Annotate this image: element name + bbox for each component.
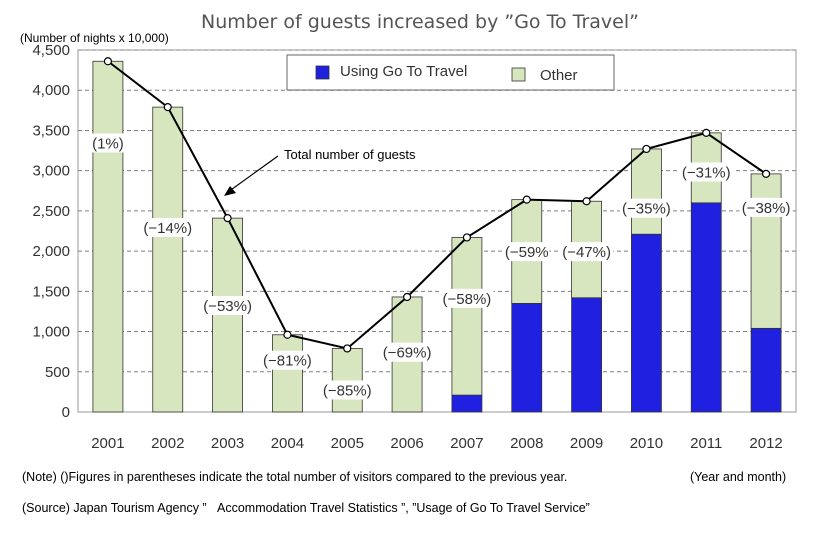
- bar-other: [212, 217, 243, 413]
- y-tick-label: 0: [62, 404, 70, 421]
- plot-area: 0 500 1,000 1,500 2,000 2,500 3,000 3,500 4,000 4…: [32, 42, 797, 452]
- y-tick-label: 500: [45, 364, 70, 381]
- x-tick-label: 2005: [331, 435, 364, 452]
- bar-other: [451, 237, 483, 396]
- y-tick-label: 4,500: [32, 42, 70, 59]
- total-line-point: [702, 128, 711, 137]
- total-line-point: [582, 197, 591, 206]
- x-tick-label: 2010: [630, 435, 663, 452]
- percent-label-bg: [440, 288, 494, 308]
- legend-label-other: Other: [540, 67, 578, 84]
- bar-go-to-travel: [750, 327, 782, 413]
- total-line: [103, 57, 771, 353]
- percent-label-bg: [504, 242, 550, 262]
- bar-go-to-travel: [571, 297, 602, 413]
- percent-label: (−47%): [562, 244, 611, 261]
- total-line-point: [343, 344, 352, 353]
- y-axis-label: (Number of nights x 10,000): [20, 31, 169, 45]
- total-line-label: Total number of guests: [284, 147, 416, 162]
- y-tick-label: 4,000: [32, 82, 70, 99]
- bars: [92, 60, 782, 413]
- y-tick-label: 3,500: [32, 122, 70, 139]
- x-tick-label: 2003: [211, 435, 244, 452]
- total-line-path: [107, 60, 767, 350]
- total-line-point: [402, 292, 412, 302]
- bar-other: [272, 334, 303, 413]
- y-tick-label: 2,500: [32, 203, 70, 220]
- total-annotation: Total number of guests: [224, 147, 416, 196]
- legend-swatch-other: [511, 67, 526, 82]
- percent-label-bg: [89, 133, 127, 153]
- total-line-point: [761, 169, 771, 178]
- percent-label-bg: [739, 197, 793, 217]
- total-line-point: [462, 233, 472, 242]
- y-tick-labels: 0 500 1,000 1,500 2,000 2,500 3,000 3,500 4,000 4…: [32, 42, 70, 421]
- x-tick-label: 2002: [151, 435, 184, 452]
- total-line-point: [223, 214, 232, 223]
- x-tick-label: 2001: [91, 435, 124, 452]
- percent-label: (1%): [92, 136, 124, 153]
- percent-label: (−14%): [143, 220, 192, 237]
- bar-other: [631, 148, 662, 235]
- percent-label-bg: [260, 350, 315, 370]
- total-line-point: [522, 195, 531, 204]
- percent-label-bg: [679, 162, 733, 182]
- bar-other: [92, 60, 124, 413]
- legend: Using Go To Travel Other: [286, 54, 615, 91]
- percent-label: (−35%): [622, 201, 671, 218]
- y-tick-label: 3,000: [32, 163, 70, 180]
- y-tick-label: 2,000: [32, 243, 70, 260]
- total-line-point: [283, 330, 292, 339]
- bar-go-to-travel: [511, 302, 543, 413]
- percent-label-bg: [141, 218, 195, 237]
- x-tick-label: 2011: [690, 435, 722, 452]
- percent-label-bg: [380, 342, 434, 362]
- percent-label: (−38%): [742, 200, 791, 217]
- bar-go-to-travel: [690, 202, 722, 413]
- percent-label: (−85%): [323, 382, 372, 399]
- bar-go-to-travel: [451, 394, 483, 413]
- total-line-point: [103, 57, 113, 66]
- x-tick-label: 2009: [570, 435, 603, 452]
- percent-label: (−59%: [505, 244, 549, 261]
- x-tick-label: 2012: [749, 435, 782, 452]
- arrow-head: [224, 186, 236, 196]
- x-tick-label: 2008: [510, 435, 543, 452]
- x-tick-label: 2006: [390, 435, 423, 452]
- source-text: (Source) Japan Tourism Agency ” Accommod…: [22, 501, 590, 515]
- x-tick-label: 2004: [271, 435, 304, 452]
- legend-box: [286, 54, 615, 91]
- percent-label: (−69%): [383, 345, 432, 362]
- percent-label: (−81%): [263, 353, 312, 370]
- annotation-arrow: [227, 155, 279, 193]
- percent-labels: (1%) (−14%) (−53%) (−81%) (−85%) (−69%) (−58%)…: [89, 133, 793, 400]
- bar-go-to-travel: [631, 233, 662, 413]
- x-axis-unit-label: (Year and month): [690, 470, 786, 484]
- chart-title: Number of guests increased by ”Go To Tra…: [201, 11, 639, 33]
- legend-swatch-go-to-travel: [315, 65, 330, 80]
- percent-label: (−53%): [203, 298, 252, 315]
- total-line-point: [163, 103, 172, 112]
- percent-label: (−58%): [443, 291, 492, 308]
- total-line-point: [642, 144, 651, 154]
- percent-label-bg: [559, 242, 614, 262]
- x-tick-label: 2007: [450, 435, 483, 452]
- percent-label-bg: [200, 296, 255, 316]
- percent-label-bg: [619, 198, 674, 218]
- note-text: (Note) ()Figures in parentheses indicate…: [22, 470, 567, 484]
- y-tick-label: 1,000: [32, 324, 70, 341]
- gridlines: [78, 49, 796, 373]
- percent-label: (−31%): [682, 164, 731, 181]
- bar-other: [152, 106, 184, 413]
- legend-label-go-to-travel: Using Go To Travel: [340, 63, 467, 80]
- bar-other: [750, 173, 782, 329]
- percent-label-bg: [320, 380, 374, 400]
- bar-other: [331, 348, 363, 413]
- x-tick-labels: 2001 2002 2003 2004 2005 2006 2007 2008 2009 2010…: [91, 435, 783, 452]
- y-tick-label: 1,500: [32, 283, 70, 300]
